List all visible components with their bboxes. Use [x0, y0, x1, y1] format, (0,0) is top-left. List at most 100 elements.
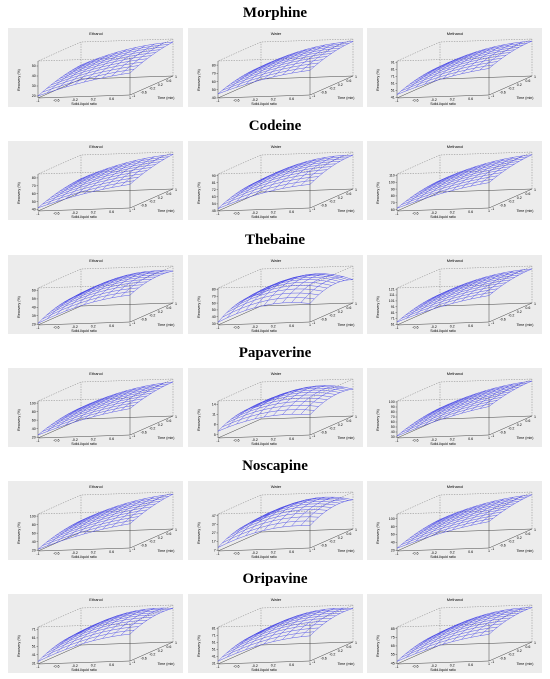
y-tick-label: 0.2	[338, 536, 343, 540]
x-tick-label: -0.2	[72, 438, 78, 442]
x-axis-label: Solid-liquid ratio	[430, 442, 456, 446]
z-axis-label: Recovery (%)	[197, 182, 201, 204]
z-tick-label: 20	[32, 94, 36, 98]
panel-title: Ethanol	[89, 31, 103, 36]
y-tick-label: -0.2	[149, 87, 155, 91]
z-tick-label: 60	[32, 192, 36, 196]
y-tick-label: -0.2	[508, 540, 514, 544]
mesh-line	[488, 40, 533, 69]
y-tick-label: -1	[312, 660, 315, 664]
x-tick-label: 0.6	[468, 550, 473, 554]
x-tick-label: -0.6	[233, 212, 239, 216]
box-edge	[396, 151, 533, 175]
mesh-line	[300, 386, 344, 415]
mesh-line	[405, 514, 498, 542]
x-tick-label: -0.6	[412, 212, 418, 216]
mesh-line	[282, 44, 326, 76]
box-edge	[37, 265, 174, 289]
z-axis-label: Recovery (%)	[17, 182, 21, 204]
y-axis-label: Time (min)	[337, 662, 354, 666]
x-tick-label: -1	[216, 212, 219, 216]
mesh-line	[111, 156, 155, 188]
mesh-line	[63, 503, 156, 531]
mesh-line	[252, 275, 345, 297]
x-tick-label: 0.6	[289, 97, 294, 101]
z-tick-label: 81	[391, 311, 395, 315]
z-tick-label: 60	[391, 208, 395, 212]
y-tick-label: -0.6	[141, 656, 147, 660]
z-tick-label: 80	[212, 63, 216, 67]
y-tick-label: 1	[175, 75, 177, 79]
mesh-line	[42, 404, 135, 432]
y-tick-label: -0.2	[508, 427, 514, 431]
mesh-line	[129, 41, 174, 74]
mesh-line	[282, 273, 326, 304]
z-tick-label: 80	[32, 523, 36, 527]
y-tick-label: 0.2	[158, 649, 163, 653]
y-tick-label: -1	[491, 660, 494, 664]
box-edge	[217, 174, 354, 212]
y-axis-label: Time (min)	[337, 436, 354, 440]
surface-svg-thebaine-methanol: Methanol 61 71 81 91 101 111 121 Recovery (%) -1 -…	[376, 258, 536, 333]
mesh-line	[479, 155, 523, 185]
z-tick-label: 61	[32, 636, 36, 640]
panel-title: Ethanol	[89, 371, 103, 376]
y-tick-label: -0.6	[321, 90, 327, 94]
y-axis-label: Time (min)	[337, 209, 354, 213]
mesh-line	[230, 624, 323, 650]
y-tick-label: -0.6	[500, 317, 506, 321]
x-tick-label: -1	[216, 326, 219, 330]
box-edge	[37, 514, 174, 552]
panel-title: Methanol	[447, 371, 464, 376]
x-tick-label: 1	[129, 662, 131, 666]
mesh-line	[76, 156, 169, 182]
z-axis-label: Recovery (%)	[376, 296, 380, 318]
x-axis-label: Solid-liquid ratio	[430, 215, 456, 219]
x-tick-label: -1	[36, 439, 39, 443]
z-tick-label: 100	[30, 401, 36, 405]
x-tick-label: 1	[309, 96, 311, 100]
mesh-line	[396, 182, 490, 209]
x-tick-label: -0.6	[53, 552, 59, 556]
mesh-line	[72, 158, 165, 184]
mesh-line	[309, 388, 354, 415]
mesh-line	[461, 272, 505, 302]
y-axis-label: Time (min)	[157, 662, 174, 666]
x-tick-label: -0.2	[431, 325, 437, 329]
panel-title: Methanol	[447, 258, 464, 263]
y-tick-label: -1	[312, 321, 315, 325]
x-tick-label: 1	[309, 209, 311, 213]
z-tick-label: 41	[391, 96, 395, 100]
x-tick-label: 0.2	[450, 550, 455, 554]
z-tick-label: 61	[212, 641, 216, 645]
surface-plot-papaverine-ethanol: Ethanol 20 40 60 80 100 Recovery (%) -1 -0.6 -0.2…	[8, 368, 183, 447]
x-axis-label: Solid-liquid ratio	[251, 668, 277, 672]
mesh-line	[427, 386, 520, 415]
x-tick-label: 1	[488, 549, 490, 553]
x-axis-label: Solid-liquid ratio	[251, 102, 277, 106]
mesh-line	[291, 608, 335, 639]
x-tick-label: 0.6	[468, 210, 473, 214]
y-tick-label: 0.2	[517, 83, 522, 87]
mesh-line	[63, 164, 156, 189]
x-tick-label: 0.2	[91, 324, 96, 328]
mesh-line	[129, 270, 174, 296]
mesh-line	[129, 608, 174, 635]
mesh-line	[236, 509, 280, 540]
y-axis-label: Time (min)	[516, 662, 533, 666]
mesh-line	[37, 633, 131, 662]
z-tick-label: 40	[32, 208, 36, 212]
mesh-line	[396, 521, 490, 549]
z-tick-label: 51	[391, 89, 395, 93]
x-tick-label: 0.6	[289, 437, 294, 441]
mesh-line	[260, 154, 354, 181]
mesh-line	[37, 408, 131, 436]
mesh-line	[409, 511, 502, 539]
x-tick-label: 0.2	[271, 324, 276, 328]
x-tick-label: 0.6	[109, 437, 114, 441]
box-edge	[217, 401, 354, 439]
y-tick-label: 0.2	[338, 196, 343, 200]
